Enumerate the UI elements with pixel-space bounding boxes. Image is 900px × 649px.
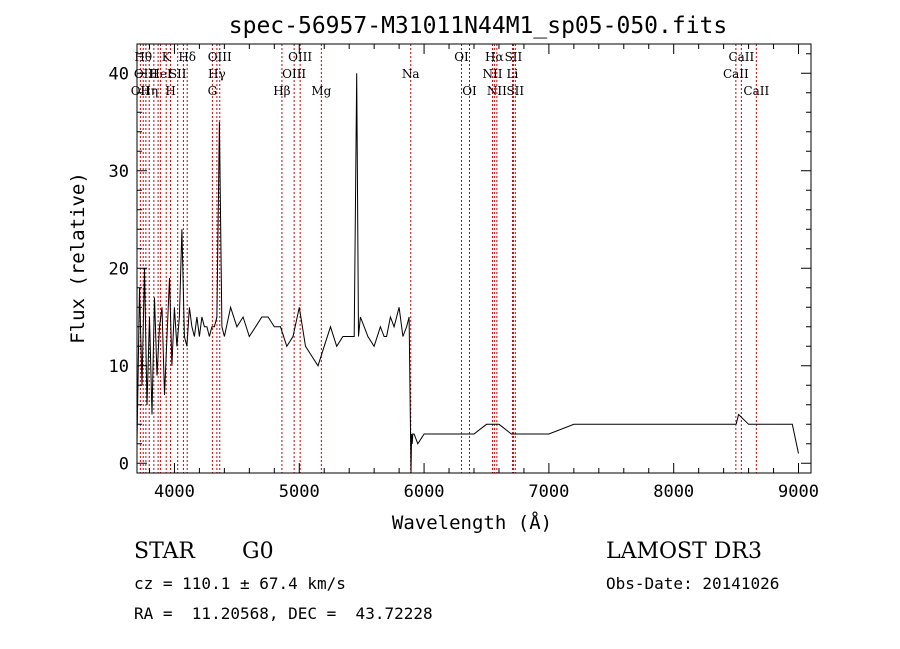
object-class: STAR	[134, 539, 195, 564]
line-marker-label-29: CaII	[728, 50, 754, 64]
y-tick-label-4: 40	[109, 64, 129, 84]
line-marker-label-0: OII	[131, 84, 151, 98]
observation-date: Obs-Date: 20141026	[606, 574, 780, 593]
line-marker-label-14: OIII	[208, 50, 232, 64]
x-tick-label-3: 7000	[528, 482, 569, 502]
x-axis: 4000 5000 6000 7000 8000 9000	[148, 44, 819, 502]
line-marker-label-28: CaII	[723, 67, 749, 81]
x-tick-label-1: 5000	[279, 482, 320, 502]
line-marker-label-8: H	[165, 84, 175, 98]
line-marker-label-12: G	[208, 84, 218, 98]
line-marker-label-17: OIII	[288, 50, 312, 64]
y-tick-label-1: 10	[109, 357, 129, 377]
line-marker-label-26: SII	[505, 50, 523, 64]
line-marker-label-3: Hη	[140, 84, 158, 98]
line-marker-label-9: SII	[169, 67, 187, 81]
spectrum-line	[136, 73, 799, 474]
line-marker-label-11: Hδ	[178, 50, 196, 64]
line-marker-label-22: NII	[482, 67, 502, 81]
y-axis: 0 10 20 30 40	[109, 53, 811, 474]
line-marker-label-15: Hβ	[273, 84, 290, 98]
x-axis-label: Wavelength (Å)	[392, 511, 552, 534]
plot-frame	[136, 43, 812, 474]
line-marker-label-2: OIII	[134, 67, 158, 81]
y-axis-label: Flux (relative)	[67, 172, 89, 344]
y-tick-label-3: 30	[109, 162, 129, 182]
line-marker-label-18: Mg	[311, 84, 331, 98]
line-marker-label-16: OIII	[282, 67, 306, 81]
line-marker-label-7: K	[162, 50, 172, 64]
coordinates: RA = 11.20568, DEC = 43.72228	[134, 604, 433, 623]
chart-title: spec-56957-M31011N44M1_sp05-050.fits	[229, 13, 728, 39]
x-tick-label-2: 6000	[404, 482, 445, 502]
line-marker-label-24: NII	[487, 84, 507, 98]
y-tick-label-0: 0	[119, 454, 129, 474]
line-marker-labels: OIIHθOIIIHηHeIKHSIIHδGHγOIIIHβOIIIOIIIMg…	[131, 50, 770, 98]
x-tick-label-4: 8000	[653, 482, 694, 502]
x-tick-label-0: 4000	[154, 482, 195, 502]
subclass: G0	[242, 539, 274, 564]
spectrum-chart: spec-56957-M31011N44M1_sp05-050.fits OII…	[67, 13, 819, 534]
line-marker-label-19: Na	[402, 67, 420, 81]
survey-name: LAMOST DR3	[606, 539, 762, 564]
y-tick-label-2: 20	[109, 259, 129, 279]
line-marker-label-27: SII	[506, 84, 524, 98]
x-tick-label-5: 9000	[778, 482, 819, 502]
line-marker-label-6: HeI	[149, 67, 172, 81]
line-markers	[139, 44, 757, 473]
redshift-velocity: cz = 110.1 ± 67.4 km/s	[134, 574, 346, 593]
line-marker-label-13: Hγ	[208, 67, 226, 81]
line-marker-label-21: OI	[462, 84, 477, 98]
line-marker-label-25: Li	[507, 67, 519, 81]
line-marker-label-23: Hα	[485, 50, 504, 64]
line-marker-label-30: CaII	[743, 84, 769, 98]
line-marker-label-20: OI	[454, 50, 469, 64]
